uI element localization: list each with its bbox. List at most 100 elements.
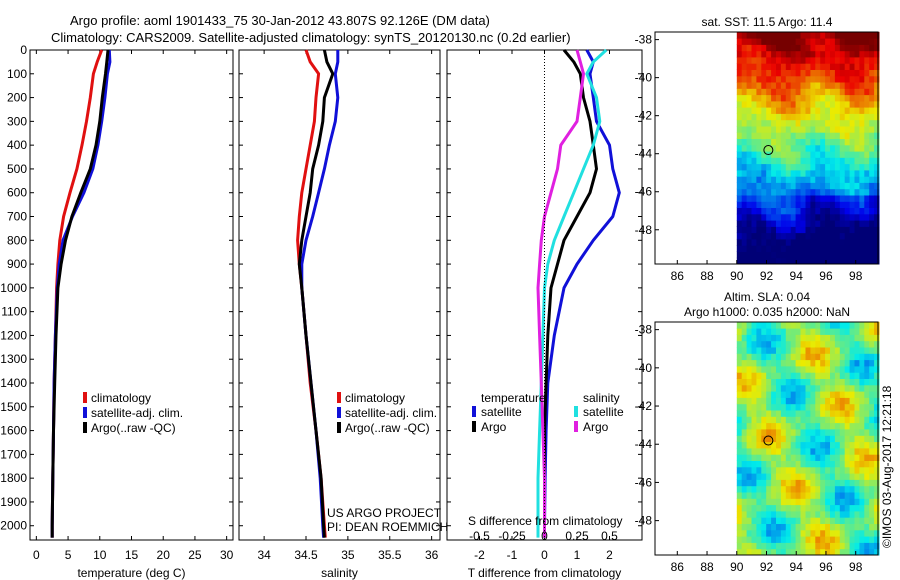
map-cell: [830, 63, 836, 70]
map-cell: [864, 163, 870, 171]
map-cell: [864, 188, 870, 196]
map-cell: [864, 56, 870, 64]
map-cell: [746, 82, 752, 89]
map-cell: [834, 88, 841, 96]
map-cell: [761, 207, 767, 215]
map-cell: [825, 466, 831, 474]
map-cell: [815, 378, 821, 386]
map-cell: [780, 517, 787, 524]
map-cell: [785, 454, 792, 461]
map-cell: [830, 176, 836, 183]
map-cell: [790, 529, 797, 537]
map-cell: [795, 201, 801, 208]
map-cell: [839, 485, 846, 493]
map-cell: [780, 422, 787, 430]
map-cell: [830, 492, 836, 499]
map-cell: [761, 340, 767, 348]
map-cell: [815, 213, 821, 221]
map-cell: [795, 334, 801, 342]
map-cell: [849, 416, 855, 424]
map-cell: [756, 441, 762, 449]
map-cell: [800, 416, 806, 424]
map-cell: [751, 201, 757, 208]
map-cell: [849, 107, 855, 114]
map-cell: [869, 138, 875, 146]
map-cell: [869, 169, 875, 177]
map-cell: [849, 321, 855, 329]
map-cell: [844, 238, 851, 246]
map-cell: [780, 523, 787, 531]
map-cell: [810, 498, 816, 506]
map-cell: [785, 232, 792, 240]
map-cell: [741, 510, 748, 518]
map-cell: [810, 144, 816, 152]
map-y-tick-label: -40: [635, 71, 653, 85]
map-cell: [746, 321, 752, 329]
map-cell: [756, 195, 762, 202]
map-cell: [834, 372, 841, 379]
map-cell: [859, 403, 865, 411]
map-cell: [830, 107, 836, 114]
map-cell: [810, 416, 816, 424]
x-axis-label: temperature (deg C): [77, 566, 185, 580]
map-cell: [780, 82, 787, 89]
map-cell: [776, 466, 782, 474]
figure-title-line1: Argo profile: aoml 1901433_75 30-Jan-201…: [70, 13, 490, 28]
map-cell: [825, 504, 831, 512]
map-cell: [785, 151, 792, 158]
map-cell: [736, 238, 743, 246]
map-cell: [771, 100, 777, 108]
map-cell: [751, 94, 757, 102]
map-cell: [741, 454, 748, 461]
map-cell: [869, 359, 875, 367]
map-cell: [800, 56, 806, 64]
map-cell: [800, 454, 806, 461]
map-cell: [859, 466, 865, 474]
map-cell: [874, 226, 880, 234]
map-cell: [741, 517, 748, 524]
map-cell: [756, 510, 762, 518]
map-cell: [839, 201, 846, 208]
map-cell: [756, 498, 762, 506]
map-cell: [859, 523, 865, 531]
map-cell: [790, 195, 797, 202]
map-cell: [736, 94, 743, 102]
map-cell: [864, 542, 870, 550]
map-cell: [751, 328, 757, 335]
map-cell: [780, 220, 787, 227]
map-cell: [815, 473, 821, 480]
map-cell: [854, 157, 860, 165]
map-cell: [854, 504, 860, 512]
map-cell: [776, 188, 782, 196]
map-cell: [830, 38, 836, 45]
map-cell: [766, 232, 772, 240]
map-cell: [859, 359, 865, 367]
map-cell: [834, 100, 841, 108]
map-cell: [810, 63, 816, 70]
map-cell: [834, 416, 841, 424]
map-cell: [844, 188, 851, 196]
map-cell: [795, 460, 801, 468]
s-diff-tick-label: -0.5: [469, 529, 490, 543]
map-cell: [874, 207, 880, 215]
map-cell: [741, 44, 748, 52]
map-cell: [795, 125, 801, 133]
x-tick-label: 0: [541, 548, 548, 562]
map-cell: [849, 195, 855, 202]
map-cell: [776, 125, 782, 133]
map-cell: [834, 466, 841, 474]
map-cell: [820, 441, 826, 449]
map-cell: [849, 347, 855, 354]
map-cell: [849, 113, 855, 121]
map-cell: [795, 132, 801, 139]
map-cell: [854, 113, 860, 121]
map-cell: [766, 542, 772, 550]
map-cell: [805, 454, 811, 461]
map-cell: [741, 151, 748, 158]
map-cell: [780, 232, 787, 240]
map-cell: [869, 548, 875, 556]
map-cell: [761, 529, 767, 537]
map-cell: [849, 548, 855, 556]
map-cell: [869, 31, 875, 39]
map-cell: [751, 169, 757, 177]
